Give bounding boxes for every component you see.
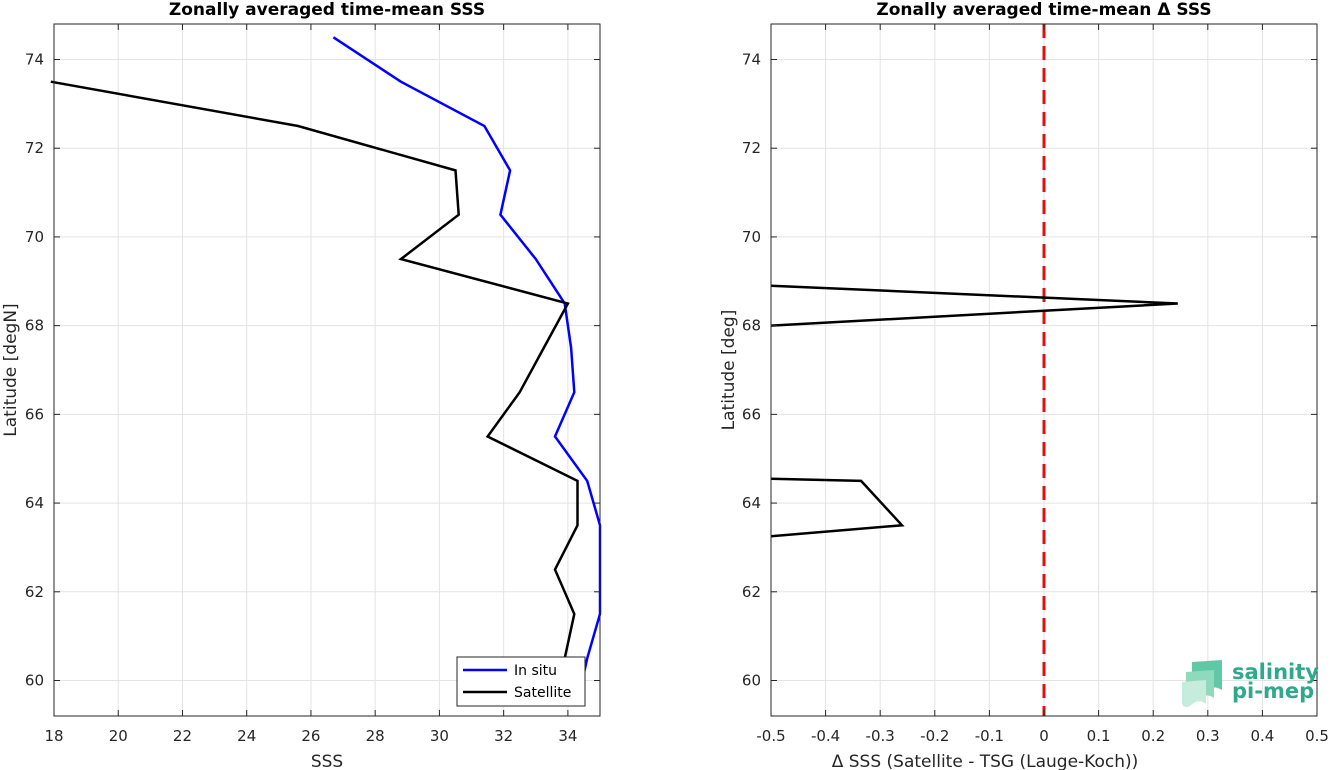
x-tick-label: -0.3: [866, 727, 895, 745]
logo-line2: pi-mep: [1232, 679, 1314, 703]
legend: In situ Satellite: [456, 656, 586, 707]
y-tick-label: 64: [25, 494, 44, 512]
x-tick-label: 0.5: [1305, 727, 1329, 745]
x-tick-label: 0: [1039, 727, 1049, 745]
y-tick-label: 66: [742, 405, 761, 423]
x-tick-label: -0.2: [920, 727, 949, 745]
x-tick-label: 0.3: [1196, 727, 1220, 745]
legend-label-satellite: Satellite: [514, 685, 571, 701]
y-tick-label: 62: [25, 583, 44, 601]
x-tick-label: 32: [494, 727, 513, 745]
x-tick-label: 30: [430, 727, 449, 745]
delta-sss-line-0: [770, 284, 1178, 327]
salinity-pi-mep-logo: salinity pi-mep: [1182, 660, 1319, 708]
left-chart-title: Zonally averaged time-mean SSS: [169, 0, 485, 20]
x-tick-label: 34: [558, 727, 577, 745]
left-panel: 18 20 22 24 26 28 30 32 34 60 62 64 66 68 70 72 74 Zonal…: [1, 0, 602, 770]
x-tick-label: 26: [301, 727, 320, 745]
x-tick-label: 20: [109, 727, 128, 745]
y-tick-label: 64: [742, 494, 761, 512]
delta-sss-line-1: [770, 477, 905, 538]
x-tick-label: 22: [173, 727, 192, 745]
y-tick-label: 72: [25, 139, 44, 157]
logo-line1: salinity: [1232, 660, 1319, 684]
y-tick-label: 70: [25, 228, 44, 246]
x-tick-label: -0.4: [811, 727, 840, 745]
series-line-satellite: [50, 80, 579, 704]
legend-label-in-situ: In situ: [514, 663, 557, 679]
right-chart-title: Zonally averaged time-mean Δ SSS: [876, 0, 1211, 20]
x-tick-label: 0.2: [1141, 727, 1165, 745]
x-tick-label: 18: [44, 727, 63, 745]
y-tick-label: 60: [742, 672, 761, 690]
x-tick-label: 28: [366, 727, 385, 745]
x-tick-label: 0.1: [1087, 727, 1111, 745]
wave-logo-icon: [1182, 660, 1222, 708]
right-x-axis-label: Δ SSS (Satellite - TSG (Lauge-Koch)): [832, 752, 1139, 770]
y-tick-label: 60: [25, 672, 44, 690]
series-line-in-situ: [332, 36, 602, 703]
left-y-axis-label: Latitude [degN]: [1, 303, 21, 436]
legend-box: [456, 656, 586, 707]
y-tick-label: 66: [25, 405, 44, 423]
y-tick-label: 62: [742, 583, 761, 601]
y-tick-label: 68: [742, 317, 761, 335]
x-tick-label: -0.5: [756, 727, 785, 745]
y-tick-label: 74: [25, 50, 44, 68]
x-tick-label: -0.1: [975, 727, 1004, 745]
right-panel: -0.5 -0.4 -0.3 -0.2 -0.1 0 0.1 0.2 0.3 0.4 0.5 60 62…: [719, 0, 1329, 770]
left-plot-frame: [53, 23, 601, 717]
right-y-axis-label: Latitude [deg]: [719, 310, 739, 431]
y-tick-label: 70: [742, 228, 761, 246]
y-tick-label: 72: [742, 139, 761, 157]
y-tick-label: 74: [742, 50, 761, 68]
y-tick-label: 68: [25, 317, 44, 335]
x-tick-label: 0.4: [1250, 727, 1274, 745]
left-x-axis-label: SSS: [311, 752, 343, 770]
x-tick-label: 24: [237, 727, 256, 745]
